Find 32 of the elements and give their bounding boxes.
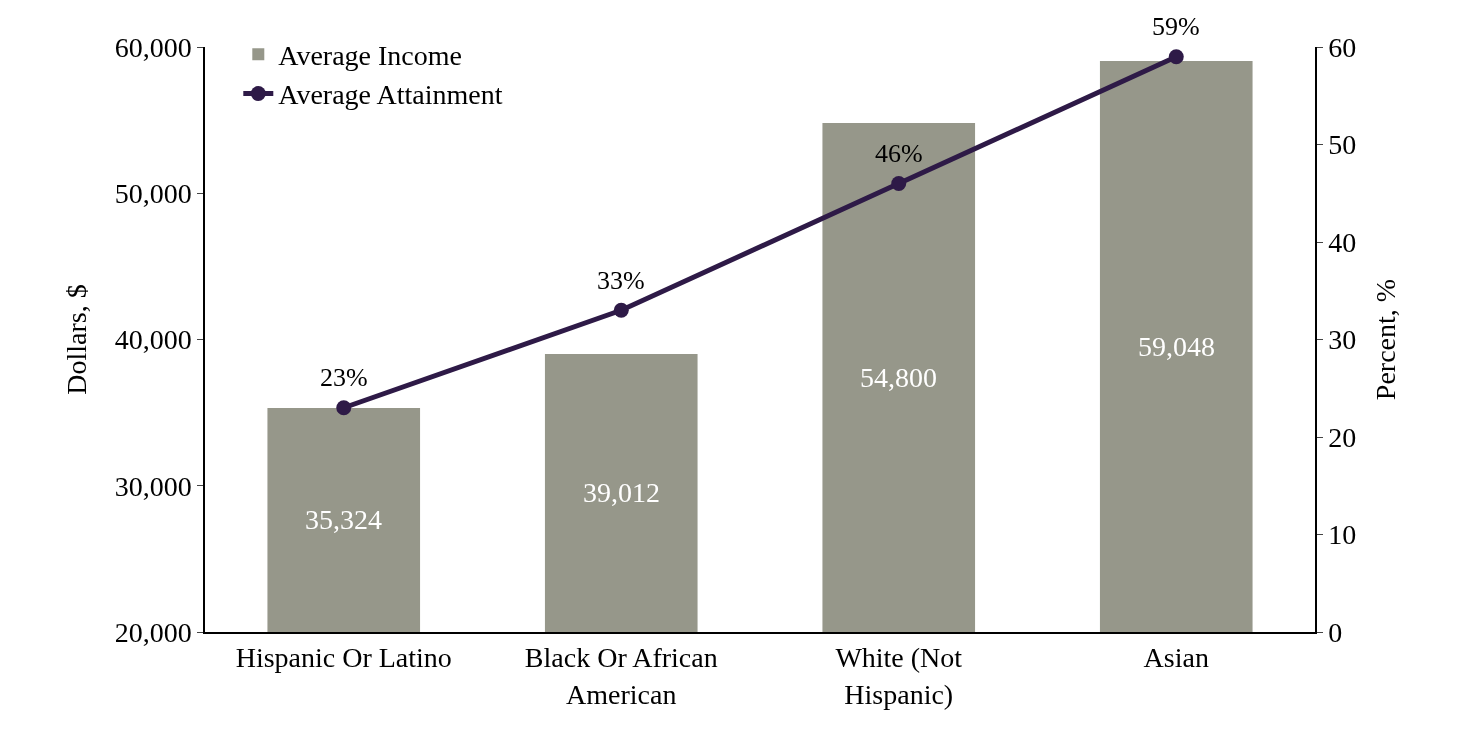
data-label: 39,012 (583, 477, 660, 508)
y-tick-label: 60,000 (114, 31, 192, 63)
y2-tick-label: 10 (1328, 519, 1357, 551)
y2-tick-label: 0 (1328, 616, 1343, 648)
y2-tick-label: 60 (1328, 31, 1357, 63)
x-tick-label: Black Or African American (524, 642, 718, 710)
point (891, 176, 907, 191)
point (613, 302, 629, 318)
data-label: 59% (1152, 12, 1200, 41)
y2-tick-label: 50 (1328, 129, 1357, 161)
y2-tick-label: 30 (1328, 324, 1357, 356)
legend-label: Average Income (278, 40, 463, 72)
point (336, 400, 352, 416)
point (1168, 49, 1184, 65)
y-tick-label: 40,000 (114, 324, 192, 356)
y2-tick-label: 20 (1328, 421, 1357, 453)
data-label: 46% (875, 139, 923, 168)
data-label: 59,048 (1138, 331, 1215, 362)
data-label: 33% (597, 266, 645, 295)
y-tick-label: 30,000 (114, 470, 192, 502)
x-tick-label: Hispanic Or Latino (235, 642, 452, 674)
data-label: 54,800 (860, 362, 937, 393)
data-label: 35,324 (305, 504, 382, 535)
x-tick-label: White (Not Hispanic) (835, 642, 963, 710)
y-tick-label: 50,000 (114, 178, 192, 210)
y2-tick-label: 40 (1328, 226, 1357, 258)
x-tick-label: Asian (1143, 642, 1209, 674)
y-axis-title: Dollars, $ (60, 284, 92, 395)
y-tick-label: 20,000 (114, 616, 192, 648)
legend-label: Average Attainment (278, 79, 503, 111)
y2-axis-title: Percent, % (1369, 278, 1401, 401)
data-label: 23% (320, 363, 368, 392)
